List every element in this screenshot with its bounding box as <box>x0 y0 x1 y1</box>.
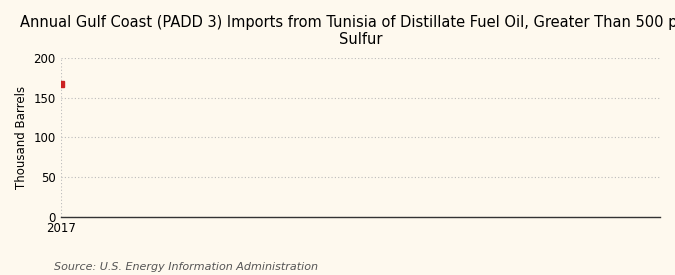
Title: Annual Gulf Coast (PADD 3) Imports from Tunisia of Distillate Fuel Oil, Greater : Annual Gulf Coast (PADD 3) Imports from … <box>20 15 675 47</box>
Y-axis label: Thousand Barrels: Thousand Barrels <box>15 86 28 189</box>
Text: Source: U.S. Energy Information Administration: Source: U.S. Energy Information Administ… <box>54 262 318 272</box>
